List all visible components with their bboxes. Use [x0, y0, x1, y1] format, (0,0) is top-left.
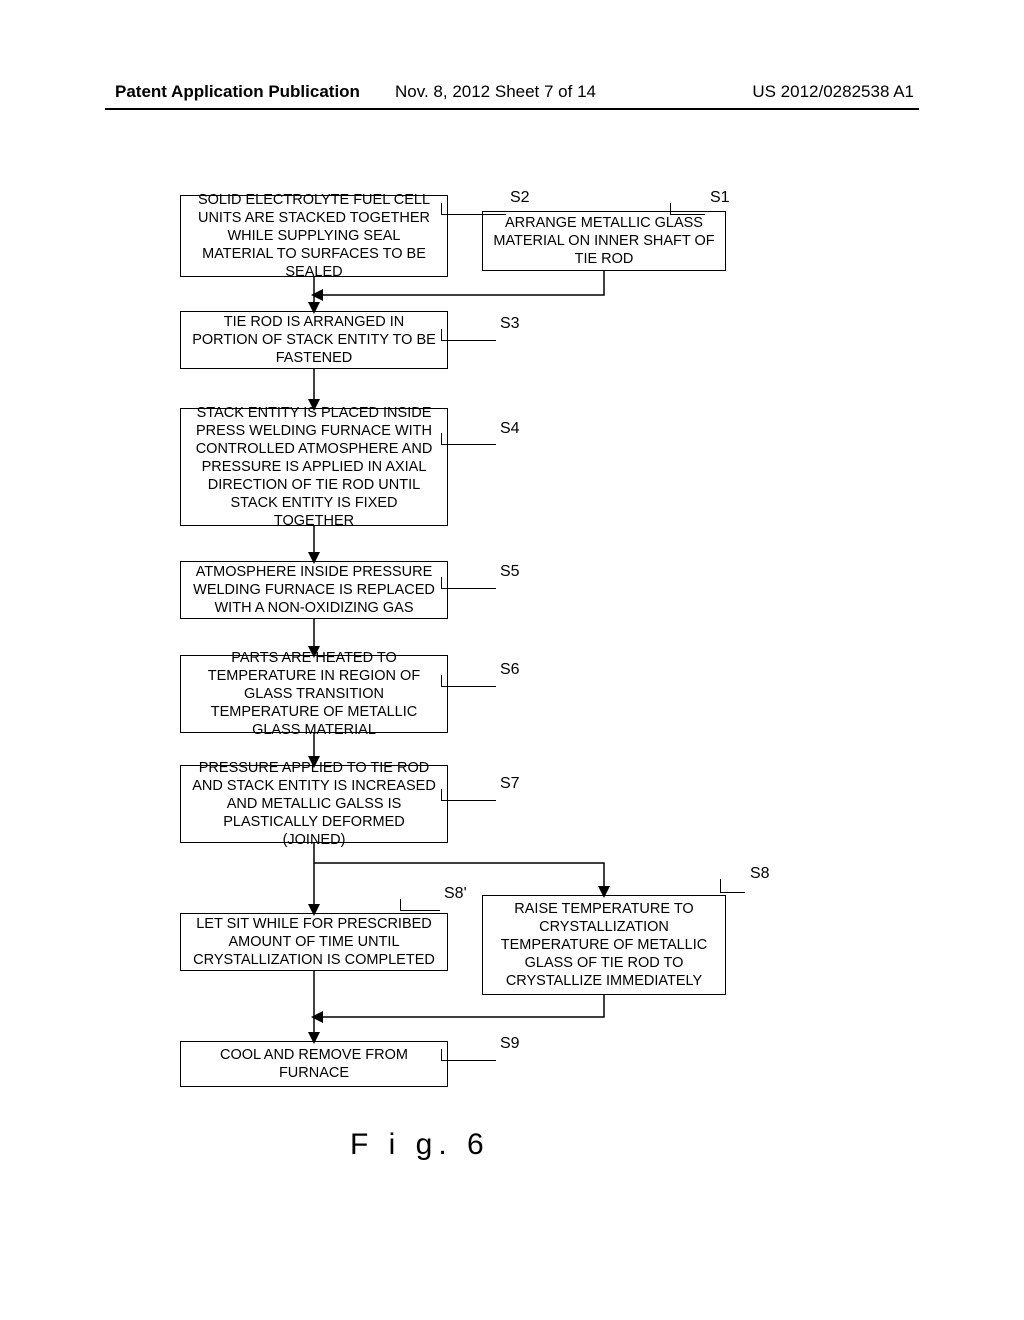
leader-s4 [441, 433, 496, 445]
page-header: Patent Application Publication Nov. 8, 2… [0, 82, 1024, 102]
label-s4: S4 [500, 420, 520, 438]
box-s3: TIE ROD IS ARRANGED IN PORTION OF STACK … [180, 311, 448, 369]
label-s9: S9 [500, 1035, 520, 1053]
leader-s6 [441, 675, 496, 687]
box-s1: ARRANGE METALLIC GLASS MATERIAL ON INNER… [482, 211, 726, 271]
leader-s3 [441, 329, 496, 341]
box-s5: ATMOSPHERE INSIDE PRESSURE WELDING FURNA… [180, 561, 448, 619]
leader-s7 [441, 789, 496, 801]
label-s7: S7 [500, 775, 520, 793]
leader-s1 [670, 203, 705, 215]
label-s3: S3 [500, 315, 520, 333]
box-s4: STACK ENTITY IS PLACED INSIDE PRESS WELD… [180, 408, 448, 526]
label-s1: S1 [710, 189, 730, 207]
header-rule [105, 108, 919, 110]
label-s6: S6 [500, 661, 520, 679]
label-s8-prime: S8' [444, 885, 467, 903]
label-s2: S2 [510, 189, 530, 207]
leader-s8-prime [400, 899, 440, 911]
box-s8-prime: LET SIT WHILE FOR PRESCRIBED AMOUNT OF T… [180, 913, 448, 971]
label-s8: S8 [750, 865, 770, 883]
box-s6: PARTS ARE HEATED TO TEMPERATURE IN REGIO… [180, 655, 448, 733]
header-right: US 2012/0282538 A1 [752, 82, 914, 102]
box-s2: SOLID ELECTROLYTE FUEL CELL UNITS ARE ST… [180, 195, 448, 277]
label-s5: S5 [500, 563, 520, 581]
box-s7: PRESSURE APPLIED TO TIE ROD AND STACK EN… [180, 765, 448, 843]
box-s9: COOL AND REMOVE FROM FURNACE [180, 1041, 448, 1087]
leader-s5 [441, 577, 496, 589]
figure-label: F i g. 6 [350, 1128, 490, 1162]
box-s8: RAISE TEMPERATURE TO CRYSTALLIZATION TEM… [482, 895, 726, 995]
header-mid: Nov. 8, 2012 Sheet 7 of 14 [395, 82, 596, 102]
leader-s2 [441, 203, 506, 215]
leader-s9 [441, 1049, 496, 1061]
header-left: Patent Application Publication [115, 82, 360, 102]
leader-s8 [720, 879, 745, 893]
